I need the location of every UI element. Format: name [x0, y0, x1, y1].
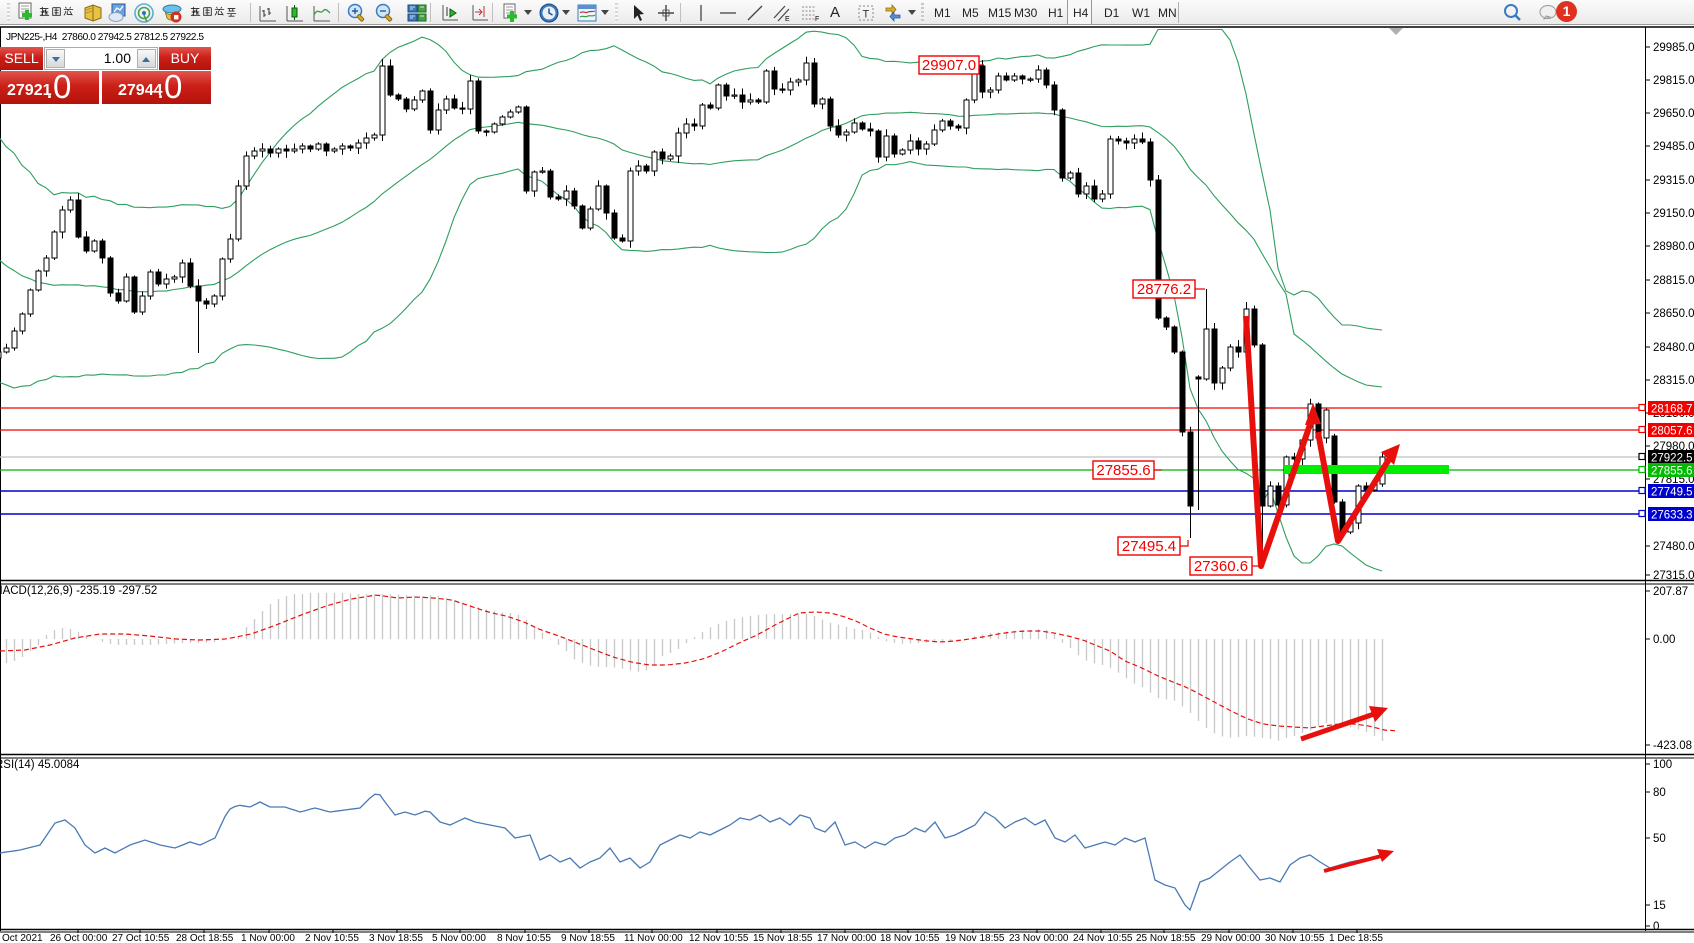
svg-text:T: T [863, 9, 870, 21]
svg-text:29907.0: 29907.0 [922, 57, 976, 74]
svg-text:50: 50 [1653, 833, 1666, 845]
svg-text:27495.4: 27495.4 [1122, 538, 1176, 555]
svg-text:9 Nov 18:55: 9 Nov 18:55 [561, 933, 615, 943]
svg-text:27749.5: 27749.5 [1651, 487, 1693, 499]
svg-text:5 Nov 00:00: 5 Nov 00:00 [432, 933, 486, 943]
svg-text:2 Nov 10:55: 2 Nov 10:55 [305, 933, 359, 943]
svg-text:17 Nov 00:00: 17 Nov 00:00 [817, 933, 877, 943]
svg-text:Oct 2021: Oct 2021 [2, 933, 43, 943]
svg-text:25 Nov 18:55: 25 Nov 18:55 [1136, 933, 1196, 943]
svg-text:29 Nov 00:00: 29 Nov 00:00 [1201, 933, 1261, 943]
svg-text:26 Oct 00:00: 26 Oct 00:00 [50, 933, 108, 943]
svg-text:19 Nov 18:55: 19 Nov 18:55 [945, 933, 1005, 943]
svg-text:15 Nov 18:55: 15 Nov 18:55 [753, 933, 813, 943]
svg-text:RSI(14) 45.0084: RSI(14) 45.0084 [0, 759, 80, 771]
svg-text:29650.0: 29650.0 [1653, 108, 1694, 120]
svg-text:29485.0: 29485.0 [1653, 141, 1694, 153]
svg-text:27633.3: 27633.3 [1651, 510, 1693, 522]
svg-text:15: 15 [1653, 900, 1666, 912]
svg-text:28815.0: 28815.0 [1653, 275, 1694, 287]
svg-text:28315.0: 28315.0 [1653, 375, 1694, 387]
svg-text:29315.0: 29315.0 [1653, 175, 1694, 187]
svg-text:12 Nov 10:55: 12 Nov 10:55 [689, 933, 749, 943]
svg-text:3 Nov 18:55: 3 Nov 18:55 [369, 933, 423, 943]
svg-text:28 Oct 18:55: 28 Oct 18:55 [176, 933, 234, 943]
svg-text:28057.6: 28057.6 [1651, 426, 1693, 438]
svg-text:MACD(12,26,9) -235.19 -297.52: MACD(12,26,9) -235.19 -297.52 [0, 585, 157, 597]
svg-text:8 Nov 10:55: 8 Nov 10:55 [497, 933, 551, 943]
svg-text:28168.7: 28168.7 [1651, 404, 1693, 416]
svg-text:100: 100 [1653, 759, 1672, 771]
svg-text:24 Nov 10:55: 24 Nov 10:55 [1073, 933, 1133, 943]
svg-text:27922.5: 27922.5 [1651, 453, 1693, 465]
svg-text:28650.0: 28650.0 [1653, 308, 1694, 320]
svg-text:27360.6: 27360.6 [1194, 558, 1248, 575]
svg-text:JPN225-,H4 27860.0 27942.5 27: JPN225-,H4 27860.0 27942.5 27812.5 27922… [6, 32, 204, 43]
svg-text:0: 0 [1653, 921, 1659, 933]
svg-text:27855.6: 27855.6 [1651, 466, 1693, 478]
svg-text:1 Nov 00:00: 1 Nov 00:00 [241, 933, 295, 943]
svg-text:-423.08: -423.08 [1653, 740, 1692, 752]
svg-text:18 Nov 10:55: 18 Nov 10:55 [880, 933, 940, 943]
svg-text:11 Nov 00:00: 11 Nov 00:00 [624, 933, 683, 943]
svg-text:27855.6: 27855.6 [1096, 462, 1150, 479]
svg-text:29985.0: 29985.0 [1653, 42, 1694, 54]
svg-text:28980.0: 28980.0 [1653, 241, 1694, 253]
svg-text:29150.0: 29150.0 [1653, 208, 1694, 220]
svg-text:80: 80 [1653, 787, 1666, 799]
svg-text:30 Nov 10:55: 30 Nov 10:55 [1265, 933, 1325, 943]
svg-text:27480.0: 27480.0 [1653, 541, 1694, 553]
svg-text:27 Oct 10:55: 27 Oct 10:55 [112, 933, 170, 943]
svg-text:F: F [815, 16, 819, 23]
svg-text:E: E [785, 16, 790, 23]
svg-text:23 Nov 00:00: 23 Nov 00:00 [1009, 933, 1069, 943]
svg-text:29815.0: 29815.0 [1653, 75, 1694, 87]
svg-text:28776.2: 28776.2 [1137, 281, 1191, 298]
svg-text:27315.0: 27315.0 [1653, 570, 1694, 582]
svg-text:1 Dec 18:55: 1 Dec 18:55 [1329, 933, 1383, 943]
svg-text:207.87: 207.87 [1653, 586, 1688, 598]
svg-text:28480.0: 28480.0 [1653, 342, 1694, 354]
svg-text:0.00: 0.00 [1653, 634, 1675, 646]
